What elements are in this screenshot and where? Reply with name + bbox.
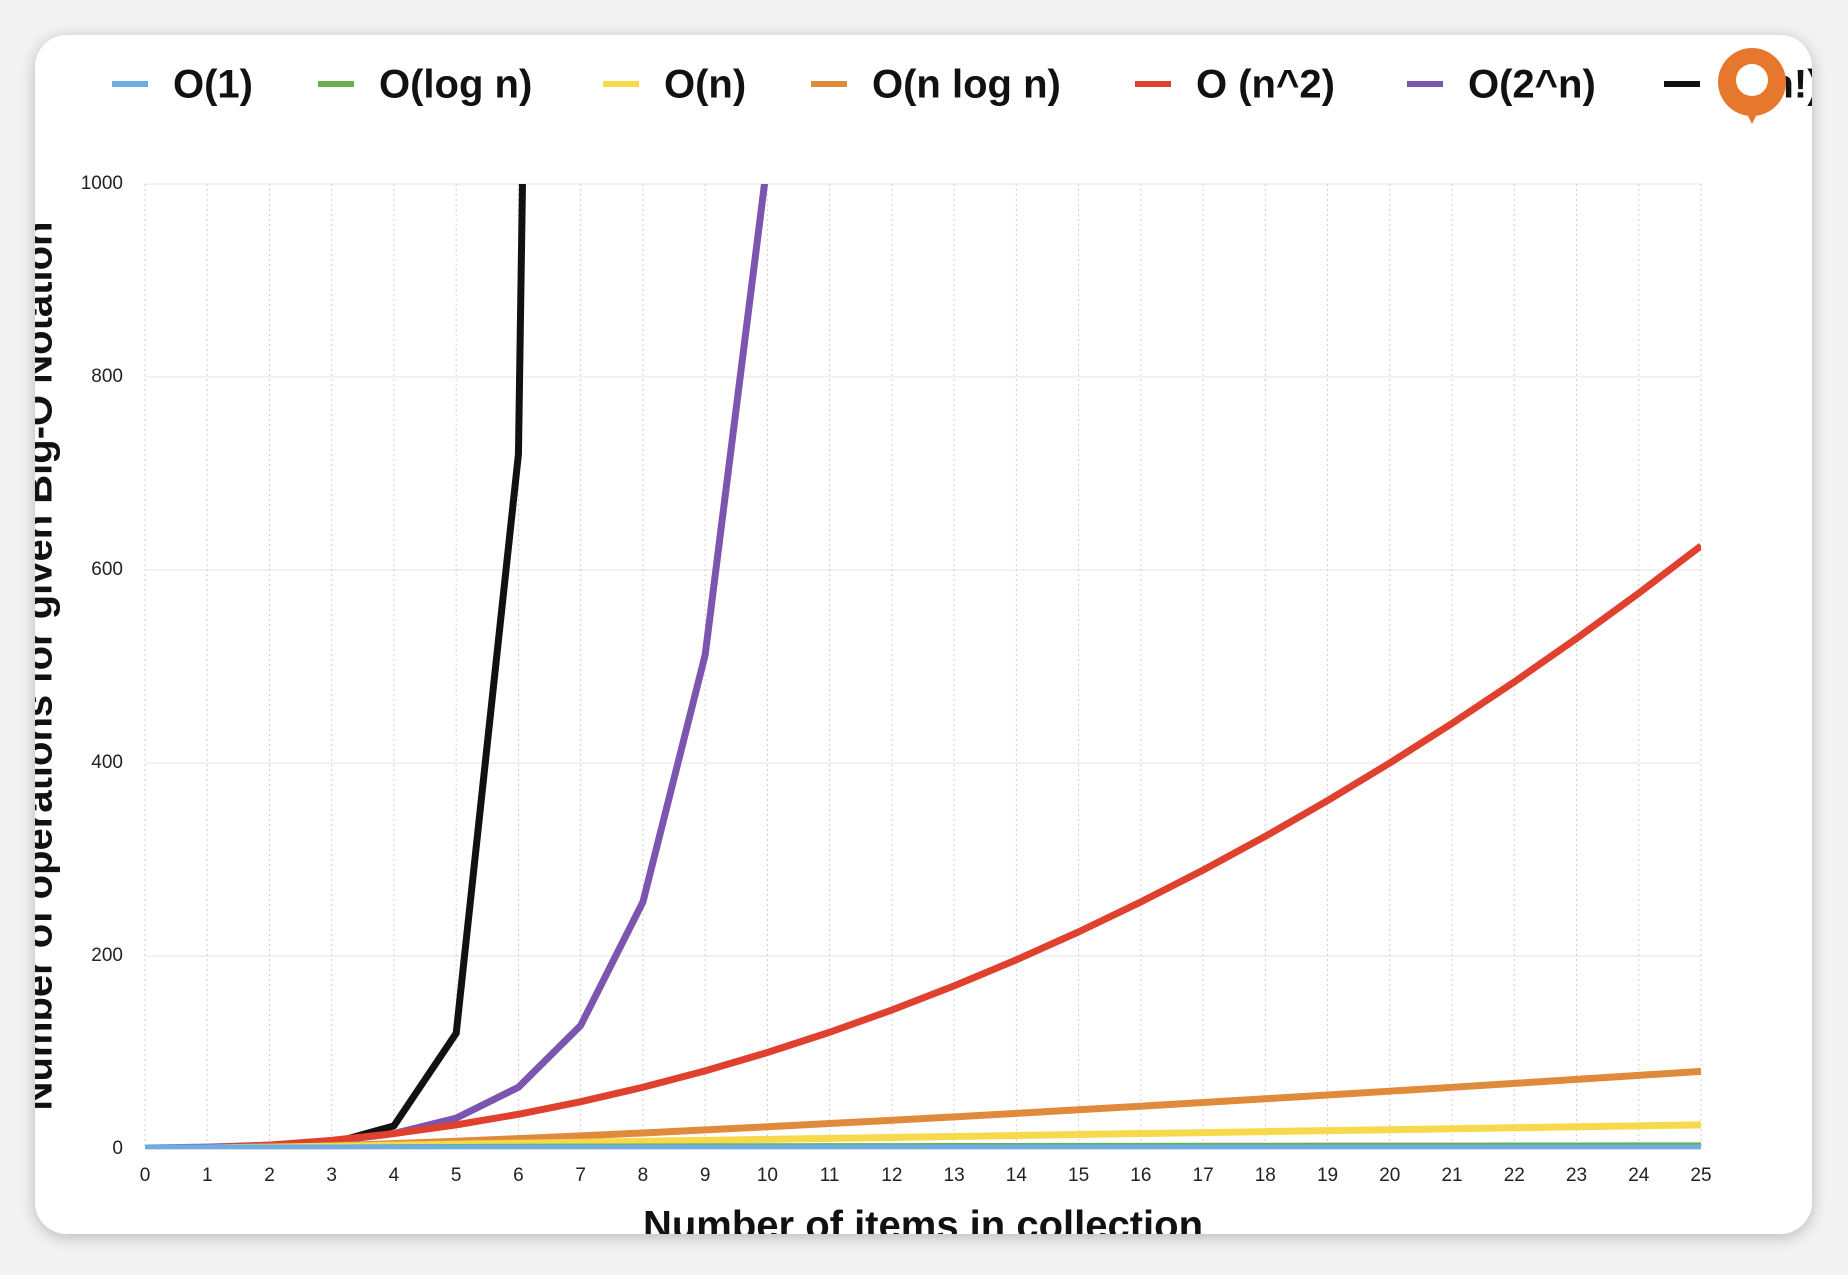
y-tick-label: 0 (112, 1138, 123, 1159)
x-tick-label: 8 (638, 1165, 649, 1186)
legend-label: O(1) (173, 63, 253, 107)
y-tick-label: 800 (91, 366, 123, 387)
legend-label: O(2^n) (1468, 63, 1596, 107)
x-tick-label: 25 (1690, 1165, 1711, 1186)
x-axis-label: Number of items in collection (643, 1204, 1203, 1248)
y-tick-label: 1000 (81, 173, 123, 194)
x-tick-label: 12 (881, 1165, 902, 1186)
x-tick-label: 17 (1193, 1165, 1214, 1186)
x-tick-label: 15 (1068, 1165, 1089, 1186)
x-tick-label: 5 (451, 1165, 462, 1186)
x-tick-label: 4 (389, 1165, 400, 1186)
x-tick-label: 13 (944, 1165, 965, 1186)
legend-label: O(log n) (379, 63, 532, 107)
y-tick-label: 600 (91, 559, 123, 580)
x-tick-label: 7 (575, 1165, 586, 1186)
x-tick-label: 10 (757, 1165, 778, 1186)
y-tick-label: 400 (91, 752, 123, 773)
plot-area (145, 184, 1701, 1149)
x-tick-label: 21 (1441, 1165, 1462, 1186)
x-tick-label: 3 (326, 1165, 337, 1186)
x-tick-label: 22 (1504, 1165, 1525, 1186)
legend-label: O(n) (664, 63, 746, 107)
x-tick-label: 9 (700, 1165, 711, 1186)
x-tick-label: 2 (264, 1165, 275, 1186)
x-tick-label: 16 (1130, 1165, 1151, 1186)
x-tick-label: 24 (1628, 1165, 1650, 1186)
grid (144, 183, 1702, 1150)
x-tick-label: 0 (140, 1165, 151, 1186)
card (35, 35, 1812, 1234)
x-tick-label: 11 (820, 1165, 840, 1186)
y-tick-label: 200 (91, 945, 123, 966)
logo-icon (1718, 48, 1786, 124)
y-axis-label: Number of operations for given Big-O Not… (17, 222, 61, 1111)
x-tick-label: 18 (1255, 1165, 1276, 1186)
legend-label: O (n^2) (1196, 63, 1335, 107)
legend-label: O(n log n) (872, 63, 1061, 107)
x-tick-label: 1 (202, 1165, 213, 1186)
series-line (145, 543, 1701, 1149)
x-tick-label: 6 (513, 1165, 524, 1186)
x-tick-label: 23 (1566, 1165, 1587, 1186)
x-tick-label: 14 (1006, 1165, 1028, 1186)
x-tick-label: 19 (1317, 1165, 1338, 1186)
x-tick-label: 20 (1379, 1165, 1400, 1186)
